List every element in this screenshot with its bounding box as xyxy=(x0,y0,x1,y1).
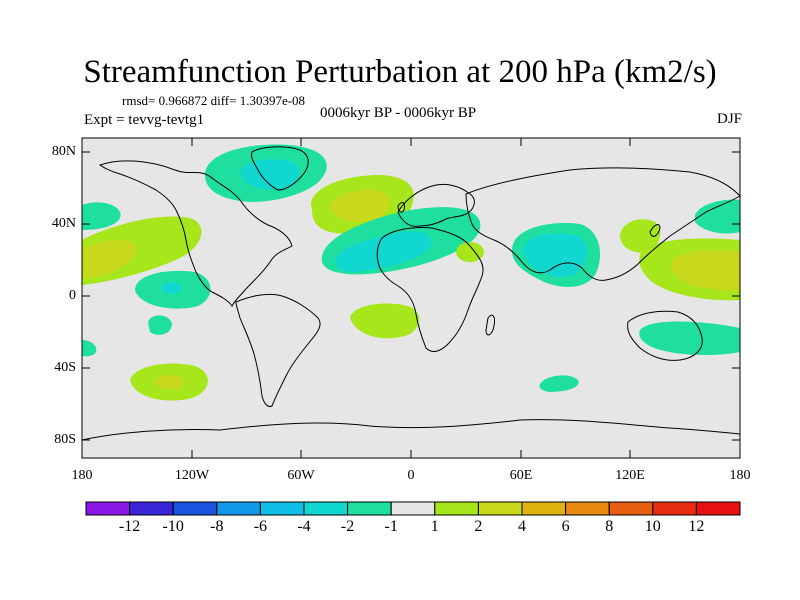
colorbar-swatch xyxy=(608,501,654,516)
colorbar-label: 1 xyxy=(430,518,439,535)
colorbar-label: 8 xyxy=(605,518,614,535)
contour-pos2-spac xyxy=(156,375,184,389)
contour-pos2-npac-east xyxy=(671,250,740,291)
coast-australia xyxy=(627,310,703,361)
colorbar-swatch xyxy=(259,501,305,516)
colorbar-swatch xyxy=(565,501,610,516)
coast-south-america xyxy=(235,293,321,407)
colorbar xyxy=(85,501,741,516)
contour-neg2-greenland xyxy=(240,159,300,190)
lon-ticks xyxy=(191,138,631,458)
plot-title: Streamfunction Perturbation at 200 hPa (… xyxy=(83,54,717,90)
colorbar-swatch xyxy=(434,501,479,516)
contour-pos2-natlantic xyxy=(330,189,391,223)
coast-japan xyxy=(649,224,661,237)
colorbar-swatch xyxy=(390,501,436,516)
contour-neg-npac-east xyxy=(695,199,740,234)
colorbar-label: 12 xyxy=(688,518,705,535)
colorbar-label: -4 xyxy=(297,518,311,535)
contour-neg-speru xyxy=(148,315,172,335)
contour-fields xyxy=(82,144,740,401)
lat-ticks xyxy=(82,151,740,441)
colorbar-swatch xyxy=(85,501,131,516)
season-label: DJF xyxy=(716,111,742,127)
colorbar-swatch xyxy=(695,501,741,516)
lon-label-120e: 120E xyxy=(615,468,645,483)
colorbar-label: -2 xyxy=(340,518,355,535)
contour-pos2-cpac xyxy=(82,239,136,278)
lon-label-180e: 180 xyxy=(729,468,751,483)
colorbar-swatch xyxy=(347,501,392,516)
lon-label-60e: 60E xyxy=(509,468,533,483)
coastlines xyxy=(81,146,741,441)
colorbar-label: -12 xyxy=(118,518,141,535)
colorbar-label: 2 xyxy=(474,518,483,535)
lat-label-0: 0 xyxy=(69,288,76,303)
colorbar-swatch xyxy=(303,501,349,516)
lon-label-60w: 60W xyxy=(287,468,315,483)
period-label: 0006kyr BP - 0006kyr BP xyxy=(320,105,477,121)
contour-neg-sindian xyxy=(539,375,579,392)
colorbar-swatch xyxy=(521,501,567,516)
colorbar-label: -8 xyxy=(210,518,224,535)
coast-uk xyxy=(397,202,405,213)
lat-label-80s: 80S xyxy=(54,432,76,447)
colorbar-label: 4 xyxy=(518,518,526,535)
coast-north-america xyxy=(98,160,293,307)
colorbar-label: -10 xyxy=(162,518,184,535)
contour-neg-aus xyxy=(639,321,740,356)
contour-neg2-asia xyxy=(522,233,587,277)
contour-pos-arabia xyxy=(456,242,484,262)
experiment-label: Expt = tevvg-tevtg1 xyxy=(84,112,205,128)
coast-greenland xyxy=(251,146,309,191)
coast-europe xyxy=(397,183,475,227)
contour-neg-swpac xyxy=(82,340,97,357)
colorbar-label: -6 xyxy=(253,518,268,535)
coast-asia xyxy=(465,167,741,281)
colorbar-swatch xyxy=(172,501,218,516)
colorbar-label: 10 xyxy=(644,518,661,535)
lat-label-40s: 40S xyxy=(54,360,76,375)
coast-antarctica xyxy=(81,419,741,441)
rmsd-diff-stats: rmsd= 0.966872 diff= 1.30397e-08 xyxy=(122,93,306,108)
coast-africa xyxy=(376,227,484,352)
lat-label-80n: 80N xyxy=(51,144,76,159)
colorbar-label: -1 xyxy=(384,518,398,535)
lon-label-180w: 180 xyxy=(71,468,93,483)
contour-pos-easia xyxy=(620,219,661,253)
contour-neg2-tpac xyxy=(162,282,182,294)
contour-pos-tatlantic xyxy=(350,303,420,339)
lat-label-40n: 40N xyxy=(51,216,76,231)
coast-madagascar xyxy=(485,314,495,336)
contour-neg-npac-west xyxy=(82,202,121,230)
colorbar-label: 6 xyxy=(561,518,570,535)
lon-label-120w: 120W xyxy=(174,468,210,483)
contour-neg2-europe xyxy=(335,230,432,272)
colorbar-swatch xyxy=(477,501,523,516)
colorbar-swatch xyxy=(129,501,174,516)
colorbar-swatch xyxy=(216,501,261,516)
lon-label-0: 0 xyxy=(407,468,415,483)
colorbar-swatch xyxy=(652,501,697,516)
